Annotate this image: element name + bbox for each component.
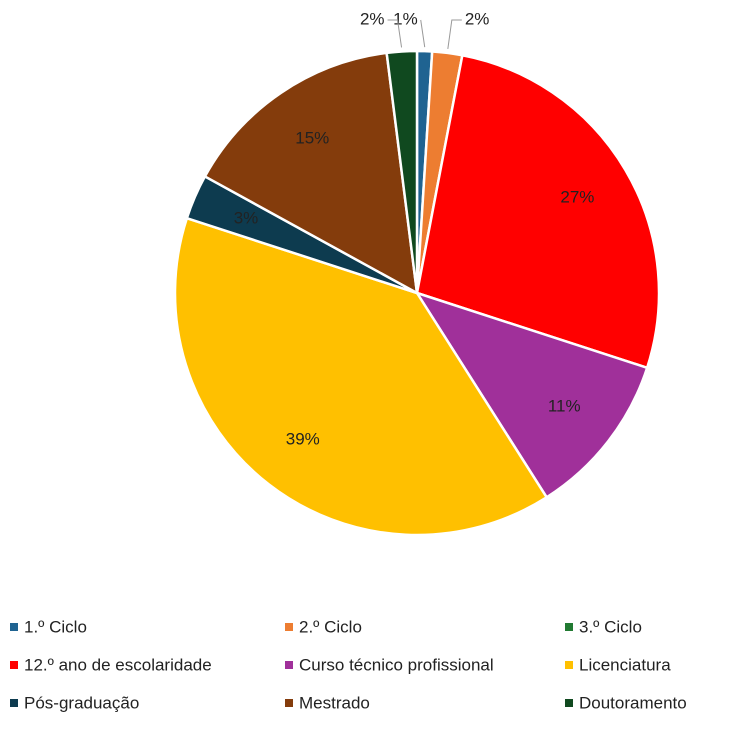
pie-slice <box>173 216 549 537</box>
pie-slice <box>203 51 419 296</box>
legend-swatch <box>565 699 573 707</box>
data-label: 27% <box>560 188 594 207</box>
legend-swatch <box>565 661 573 669</box>
data-label: 15% <box>295 128 329 147</box>
leader-line <box>447 19 462 50</box>
legend-swatch <box>10 623 18 631</box>
data-label: 3% <box>234 208 259 227</box>
data-label: 39% <box>286 430 320 449</box>
legend-label: 12.º ano de escolaridade <box>24 655 212 674</box>
data-label: 1% <box>393 9 418 28</box>
data-label: 2% <box>465 9 490 28</box>
legend-label: Licenciatura <box>579 655 671 674</box>
legend-swatch <box>285 661 293 669</box>
data-label: 2% <box>360 9 385 28</box>
legend-swatch <box>10 661 18 669</box>
leader-line <box>387 19 403 48</box>
leader-line <box>420 19 426 48</box>
legend-label: 1.º Ciclo <box>24 617 87 636</box>
legend-swatch <box>285 623 293 631</box>
data-label: 11% <box>548 397 581 416</box>
legend-swatch <box>565 623 573 631</box>
pie-slice <box>414 290 649 500</box>
pie-slice <box>415 53 661 370</box>
legend-label: 2.º Ciclo <box>299 617 362 636</box>
legend-swatch <box>10 699 18 707</box>
legend-label: Curso técnico profissional <box>299 655 494 674</box>
legend-swatch <box>285 699 293 707</box>
legend-label: Mestrado <box>299 693 370 712</box>
legend-label: Doutoramento <box>579 693 687 712</box>
legend-label: 3.º Ciclo <box>579 617 642 636</box>
pie-slice <box>385 49 419 294</box>
legend-label: Pós-graduação <box>24 693 139 712</box>
